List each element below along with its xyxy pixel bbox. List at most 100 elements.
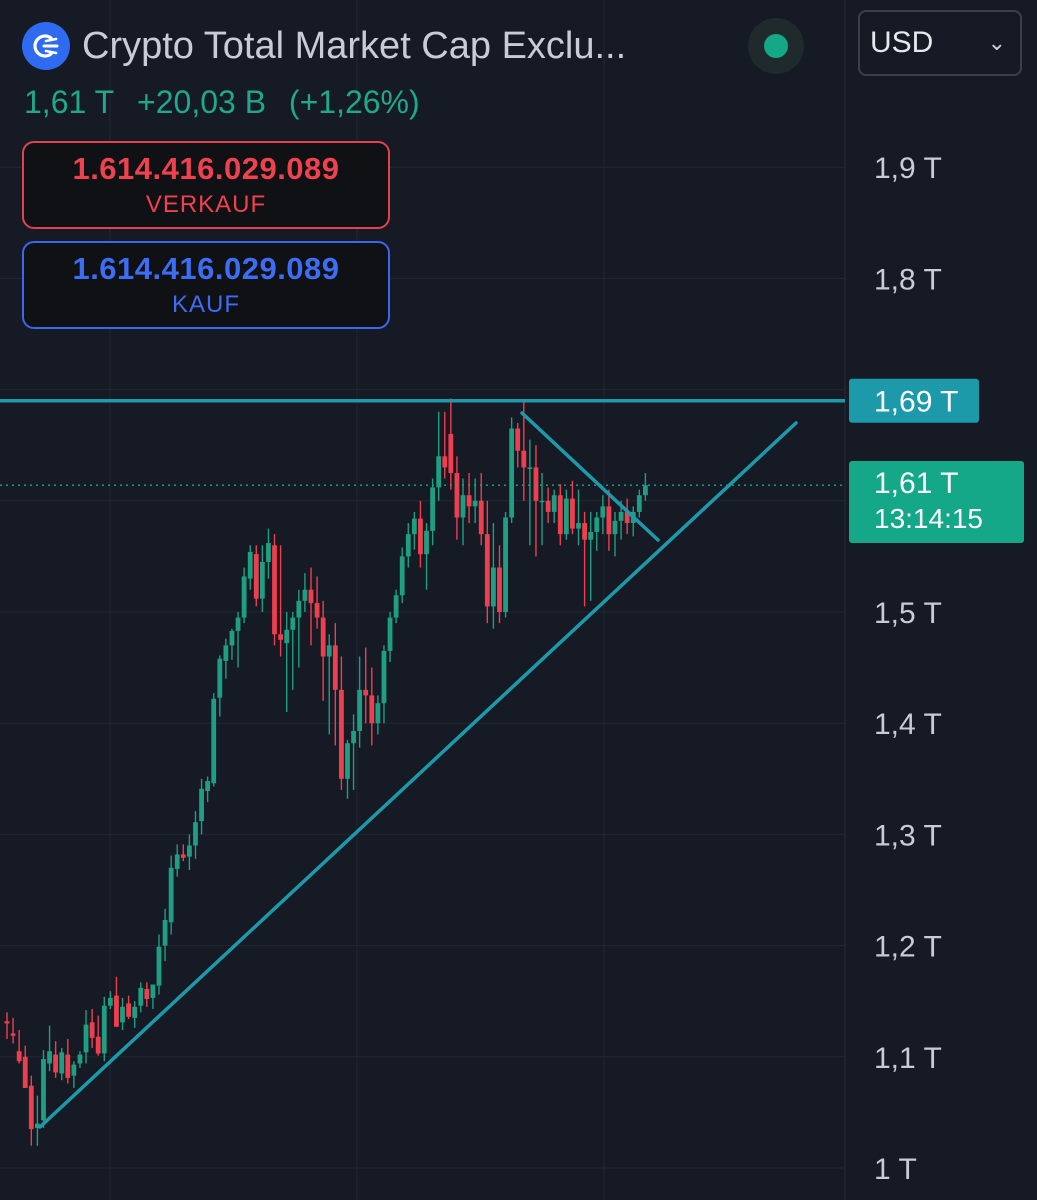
candle-body (606, 506, 612, 535)
candle (503, 511, 508, 618)
candle (120, 997, 125, 1031)
candle-body (162, 920, 168, 946)
candle (600, 495, 606, 535)
candle-body (302, 589, 308, 601)
candle-body (95, 1036, 101, 1054)
candle (405, 523, 411, 568)
candle-body (618, 511, 624, 521)
candle-body (41, 1059, 46, 1121)
candle-body (65, 1054, 71, 1078)
candle (247, 545, 253, 590)
candle-body (484, 534, 490, 607)
candle-body (241, 576, 247, 618)
candle (484, 500, 490, 624)
candle (521, 400, 527, 501)
y-tick-label: 1,5 T (874, 597, 942, 630)
candle (126, 995, 131, 1019)
y-tick-label: 1,2 T (874, 931, 942, 964)
candle (156, 934, 162, 995)
candle-body (527, 467, 533, 469)
candle (339, 656, 344, 790)
candle-body (314, 603, 320, 618)
currency-select[interactable]: USD ⌄ (858, 10, 1022, 76)
candle (606, 489, 612, 551)
crypto-market-cap-logo-icon[interactable] (22, 22, 70, 70)
candle (241, 567, 247, 624)
candle-body (497, 567, 502, 612)
sell-label: VERKAUF (145, 191, 267, 218)
candle (199, 778, 204, 835)
candle-body (557, 495, 563, 535)
candle-body (253, 554, 259, 599)
candle-body (120, 1006, 125, 1023)
candle (180, 844, 186, 862)
candle-body (59, 1052, 65, 1074)
candle-body (418, 518, 423, 555)
candle-body (326, 645, 332, 657)
y-tick-label: 1,8 T (874, 263, 942, 296)
sell-button[interactable]: 1.614.416.029.089 VERKAUF (22, 141, 390, 229)
candle-body (10, 1033, 16, 1036)
candle-body (114, 995, 119, 1027)
candle-body (478, 500, 484, 535)
candle (588, 511, 594, 601)
candle (107, 991, 113, 1009)
candle-body (491, 567, 496, 607)
candle (193, 811, 198, 859)
candle (570, 480, 575, 535)
candle (272, 534, 277, 646)
candle-body (47, 1051, 52, 1064)
candle (101, 996, 107, 1062)
candle-body (132, 1006, 138, 1018)
candle (509, 417, 515, 524)
candle-body (539, 500, 545, 503)
candle (363, 647, 369, 724)
candle-body (545, 500, 551, 512)
candle (235, 612, 241, 668)
candle-body (284, 629, 290, 644)
candle-body (156, 946, 162, 986)
candle-body (107, 997, 113, 1006)
currency-value: USD (870, 26, 934, 59)
candle-body (563, 498, 569, 535)
buy-button[interactable]: 1.614.416.029.089 KAUF (22, 241, 390, 329)
candle (387, 612, 393, 663)
candle-body (53, 1054, 59, 1073)
candle-body (387, 617, 393, 651)
candle-body (582, 523, 587, 540)
candle (259, 545, 265, 612)
candle (28, 1075, 34, 1146)
candle (582, 511, 587, 607)
candle-body (381, 650, 387, 704)
sell-price: 1.614.416.029.089 (72, 151, 340, 186)
candle (454, 456, 460, 540)
price-change: +20,03 B (137, 84, 267, 120)
candle (411, 511, 417, 550)
candle-body (405, 534, 411, 557)
candle-body (217, 658, 223, 698)
candle (302, 573, 308, 612)
candle (369, 667, 375, 746)
candle (4, 1012, 10, 1040)
candle (466, 473, 472, 524)
candle (211, 693, 217, 787)
candle-body (320, 617, 326, 657)
candle (278, 545, 283, 657)
candle-body (205, 781, 211, 792)
candle-body (71, 1064, 77, 1076)
resistance-badge (849, 378, 979, 423)
last-price: 1,61 T (24, 84, 115, 120)
candle-body (551, 495, 557, 512)
candle-body (472, 500, 478, 507)
candle (551, 489, 557, 524)
candle (83, 1010, 89, 1064)
candle (491, 523, 496, 629)
market-status-indicator[interactable] (748, 18, 804, 74)
candle-body (126, 1003, 131, 1017)
candle-body (229, 630, 235, 646)
candle (643, 473, 648, 501)
candle (229, 628, 235, 660)
candle (168, 855, 174, 935)
chart-header: Crypto Total Market Cap Exclu... (22, 22, 626, 70)
symbol-title[interactable]: Crypto Total Market Cap Exclu... (82, 24, 627, 67)
